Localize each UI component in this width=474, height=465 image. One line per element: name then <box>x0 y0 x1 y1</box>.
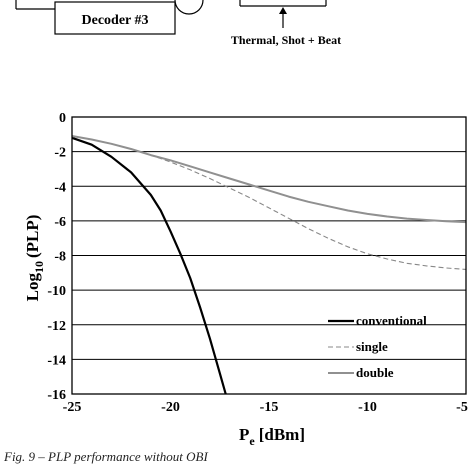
summing-node-circle <box>174 0 204 15</box>
x-tick-label: -15 <box>260 400 279 415</box>
noise-label: Thermal, Shot + Beat <box>231 33 341 47</box>
x-tick-label: -10 <box>358 400 377 415</box>
y-tick-label: -12 <box>47 319 66 334</box>
legend-label-double: double <box>356 365 394 380</box>
x-tick-label: -5 <box>456 400 468 415</box>
series-line-conventional <box>71 136 227 395</box>
y-label-subscript: 10 <box>32 261 46 273</box>
noise-arrow-head <box>279 7 287 14</box>
plp-chart: 0 -2 -4 -6 -8 -10 -12 -14 -16-25 -20 -15 -10 -5 Log1… <box>23 111 468 448</box>
y-tick-label: -6 <box>54 215 66 230</box>
x-label-subscript: e <box>249 434 255 448</box>
y-label-suffix: (PLP) <box>23 215 42 258</box>
y-tick-label: -14 <box>47 353 66 368</box>
x-tick-label: -25 <box>63 400 82 415</box>
y-tick-label: -8 <box>54 250 66 265</box>
y-tick-label: -16 <box>47 388 66 403</box>
x-axis-label: Pe [dBm] <box>239 425 305 448</box>
decoder-box <box>54 1 176 35</box>
y-tick-label: -2 <box>54 146 66 161</box>
x-label-unit: [dBm] <box>259 425 305 444</box>
y-tick-label: -10 <box>47 284 66 299</box>
grid-lines <box>72 116 466 395</box>
x-label-main: P <box>239 425 249 444</box>
plot-area-border <box>71 116 467 395</box>
y-label-main: Log <box>23 273 42 302</box>
x-tick-label: -20 <box>161 400 180 415</box>
chart-legend: conventional single double <box>328 313 427 380</box>
legend-label-conventional: conventional <box>356 313 427 328</box>
y-tick-label: -4 <box>54 180 66 195</box>
series-line-single <box>71 135 467 270</box>
figure-caption: Fig. 9 – PLP performance without OBI <box>4 449 208 464</box>
y-tick-label: 0 <box>59 111 66 126</box>
series-lines <box>71 135 467 395</box>
series-line-double <box>71 135 467 224</box>
block-diagram: Decoder #3 Thermal, Shot + Beat <box>15 0 341 47</box>
decoder-label: Decoder #3 <box>82 13 149 28</box>
tick-labels: 0 -2 -4 -6 -8 -10 -12 -14 -16-25 -20 -15 -10 -5 <box>47 111 468 415</box>
y-axis-label: Log10 (PLP) <box>23 215 46 302</box>
legend-label-single: single <box>356 339 388 354</box>
